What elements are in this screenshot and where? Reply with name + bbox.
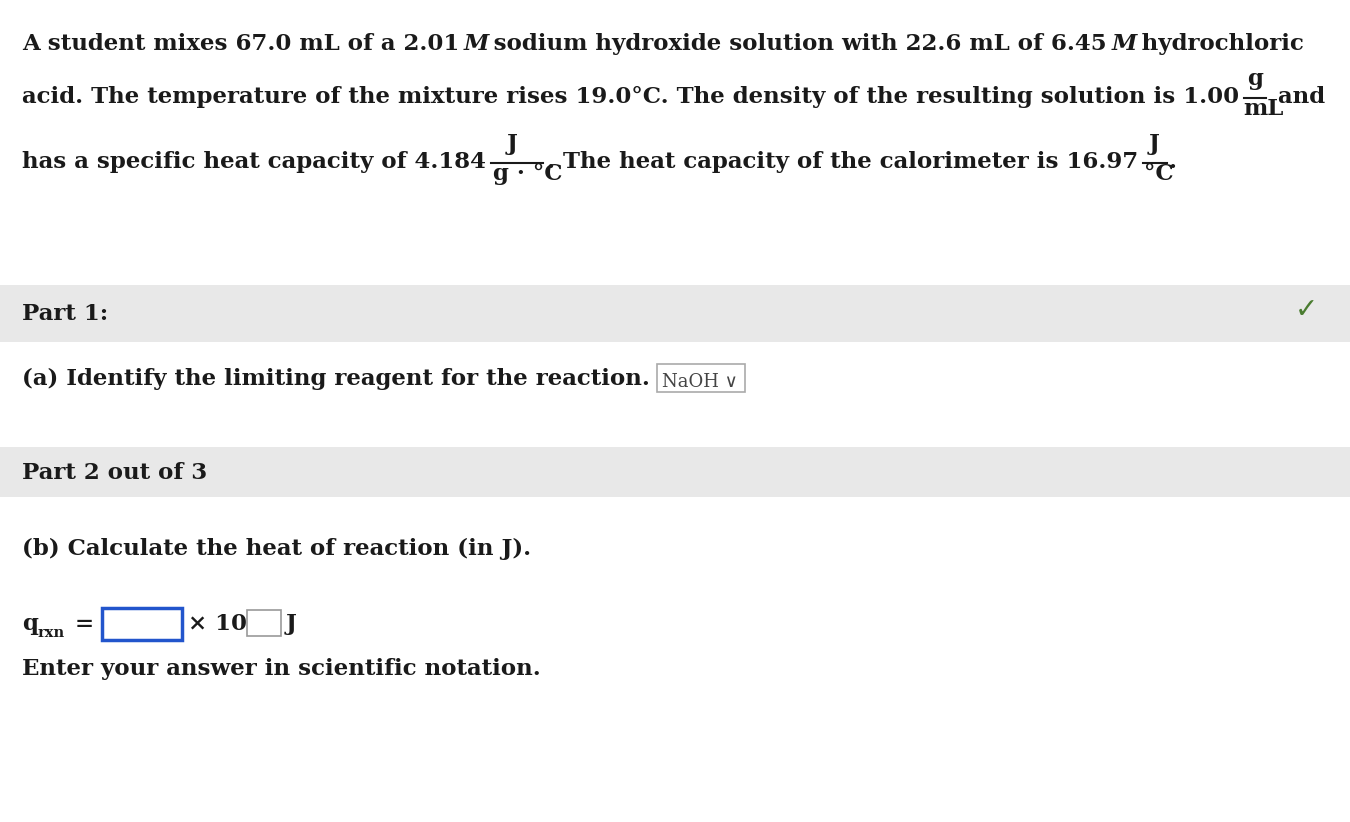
Text: J: J bbox=[286, 613, 297, 635]
Text: (a) Identify the limiting reagent for the reaction.: (a) Identify the limiting reagent for th… bbox=[22, 368, 655, 390]
Text: rxn: rxn bbox=[38, 626, 65, 640]
Text: °C: °C bbox=[1145, 163, 1174, 185]
Text: Part 2 out of 3: Part 2 out of 3 bbox=[22, 462, 208, 484]
Text: acid. The temperature of the mixture rises 19.0°C. The density of the resulting : acid. The temperature of the mixture ris… bbox=[22, 86, 1243, 108]
Text: g · °C: g · °C bbox=[493, 163, 562, 185]
Text: NaOH ∨: NaOH ∨ bbox=[663, 373, 738, 391]
Text: g: g bbox=[1247, 68, 1262, 90]
Text: =: = bbox=[68, 613, 103, 635]
Bar bbox=[0, 285, 1350, 342]
Text: .: . bbox=[1169, 151, 1176, 173]
FancyBboxPatch shape bbox=[103, 608, 182, 640]
Text: has a specific heat capacity of 4.184: has a specific heat capacity of 4.184 bbox=[22, 151, 490, 173]
Text: sodium hydroxide solution with 22.6 mL of 6.45: sodium hydroxide solution with 22.6 mL o… bbox=[489, 33, 1111, 55]
Text: A student mixes 67.0 mL of a 2.01: A student mixes 67.0 mL of a 2.01 bbox=[22, 33, 464, 55]
Text: M: M bbox=[1111, 33, 1137, 55]
Text: and: and bbox=[1270, 86, 1324, 108]
Text: Part 1:: Part 1: bbox=[22, 303, 108, 325]
FancyBboxPatch shape bbox=[656, 364, 744, 392]
Text: × 10: × 10 bbox=[188, 613, 247, 635]
Text: (b) Calculate the heat of reaction (in J).: (b) Calculate the heat of reaction (in J… bbox=[22, 538, 531, 560]
Bar bbox=[0, 447, 1350, 497]
Text: J: J bbox=[506, 133, 517, 155]
Text: Enter your answer in scientific notation.: Enter your answer in scientific notation… bbox=[22, 658, 541, 680]
Text: M: M bbox=[464, 33, 489, 55]
Text: mL: mL bbox=[1243, 98, 1284, 120]
Text: q: q bbox=[22, 613, 38, 635]
Text: J: J bbox=[1149, 133, 1160, 155]
Text: hydrochloric: hydrochloric bbox=[1137, 33, 1304, 55]
FancyBboxPatch shape bbox=[247, 610, 281, 636]
Text: ✓: ✓ bbox=[1295, 296, 1318, 324]
Text: . The heat capacity of the calorimeter is 16.97: . The heat capacity of the calorimeter i… bbox=[547, 151, 1142, 173]
